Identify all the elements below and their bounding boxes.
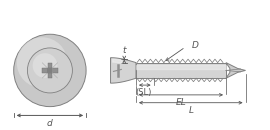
- Text: L: L: [188, 106, 193, 115]
- Text: D: D: [191, 41, 198, 50]
- Circle shape: [17, 37, 68, 88]
- Text: t: t: [123, 47, 126, 56]
- Bar: [42, 68, 58, 73]
- Text: EL: EL: [176, 98, 186, 107]
- Text: d: d: [47, 119, 53, 128]
- Bar: [136, 63, 226, 78]
- Bar: [48, 63, 52, 78]
- Bar: [48, 68, 52, 73]
- Polygon shape: [226, 63, 245, 78]
- Circle shape: [33, 53, 58, 78]
- Circle shape: [14, 34, 86, 107]
- Circle shape: [27, 48, 72, 93]
- Text: (SL): (SL): [135, 88, 151, 97]
- Polygon shape: [110, 58, 136, 83]
